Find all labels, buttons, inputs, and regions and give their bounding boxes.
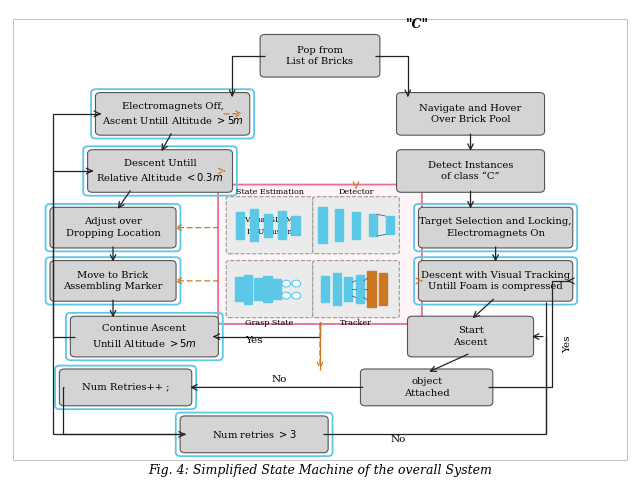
FancyBboxPatch shape [360,369,493,406]
Text: Visual SLAM,: Visual SLAM, [244,215,295,223]
Text: IMU Fusion: IMU Fusion [247,228,292,236]
Bar [236,212,244,239]
Bar [335,209,344,241]
Text: Continue Ascent
Untill Altitude $> 5m$: Continue Ascent Untill Altitude $> 5m$ [92,325,196,349]
FancyBboxPatch shape [50,207,176,248]
Text: Navigate and Hover
Over Brick Pool: Navigate and Hover Over Brick Pool [419,104,522,124]
FancyBboxPatch shape [95,92,250,135]
FancyBboxPatch shape [419,260,573,301]
Bar [367,271,376,307]
Text: Num retries $> 3$: Num retries $> 3$ [212,428,296,440]
Bar [344,278,353,301]
FancyBboxPatch shape [226,197,313,254]
FancyBboxPatch shape [70,316,218,357]
FancyBboxPatch shape [419,207,573,248]
Text: Yes: Yes [245,336,263,345]
Text: Yes: Yes [563,335,572,353]
Text: Adjust over
Dropping Location: Adjust over Dropping Location [65,217,161,238]
FancyBboxPatch shape [226,260,313,318]
Text: Descent with Visual Tracking
Untill Foam is compressed: Descent with Visual Tracking Untill Foam… [421,271,570,291]
Bar [291,215,300,235]
Text: Electromagnets Off,
Ascent Untill Altitude $> 5m$: Electromagnets Off, Ascent Untill Altitu… [102,102,244,126]
Bar [333,273,341,305]
Circle shape [282,280,291,287]
FancyBboxPatch shape [88,150,232,192]
Text: Start
Ascent: Start Ascent [453,327,488,347]
FancyBboxPatch shape [50,260,176,301]
Text: Pop from
List of Bricks: Pop from List of Bricks [287,45,353,66]
Text: Descent Untill
Relative Altitude $< 0.3m$: Descent Untill Relative Altitude $< 0.3m… [97,159,224,183]
FancyBboxPatch shape [60,369,192,406]
Circle shape [292,292,301,299]
Bar [264,213,272,237]
Text: Grasp State: Grasp State [245,319,294,327]
Text: No: No [390,435,406,444]
Text: State Estimation: State Estimation [236,188,303,196]
Text: "C": "C" [406,18,429,31]
Bar [356,275,364,303]
FancyBboxPatch shape [408,316,534,357]
Circle shape [282,292,291,299]
Bar [273,280,281,299]
Bar [385,216,394,235]
Circle shape [292,280,301,287]
Bar [319,207,326,244]
Bar [321,276,329,302]
FancyBboxPatch shape [218,185,422,324]
Text: object
Attached: object Attached [404,377,449,398]
FancyBboxPatch shape [260,35,380,77]
Bar [244,275,252,304]
Bar [254,278,262,300]
FancyBboxPatch shape [397,92,545,135]
Text: Fig. 4: Simplified State Machine of the overall System: Fig. 4: Simplified State Machine of the … [148,464,492,477]
Text: Detector: Detector [339,188,374,196]
Bar [278,211,285,239]
FancyBboxPatch shape [397,150,545,192]
Bar [369,214,377,236]
Text: Move to Brick
Assembling Marker: Move to Brick Assembling Marker [63,271,163,291]
Text: No: No [271,374,287,383]
Text: Num Retries++ ;: Num Retries++ ; [82,383,170,392]
Text: Tracker: Tracker [340,319,372,327]
Bar [264,276,271,302]
Bar [250,209,258,241]
FancyBboxPatch shape [313,260,399,318]
Text: Detect Instances
of class “C”: Detect Instances of class “C” [428,161,513,181]
Bar [352,212,360,239]
FancyBboxPatch shape [180,416,328,453]
Text: Target Selection and Locking,
Electromagnets On: Target Selection and Locking, Electromag… [419,217,572,238]
Bar [379,273,387,305]
FancyBboxPatch shape [313,197,399,254]
Bar [234,277,243,301]
